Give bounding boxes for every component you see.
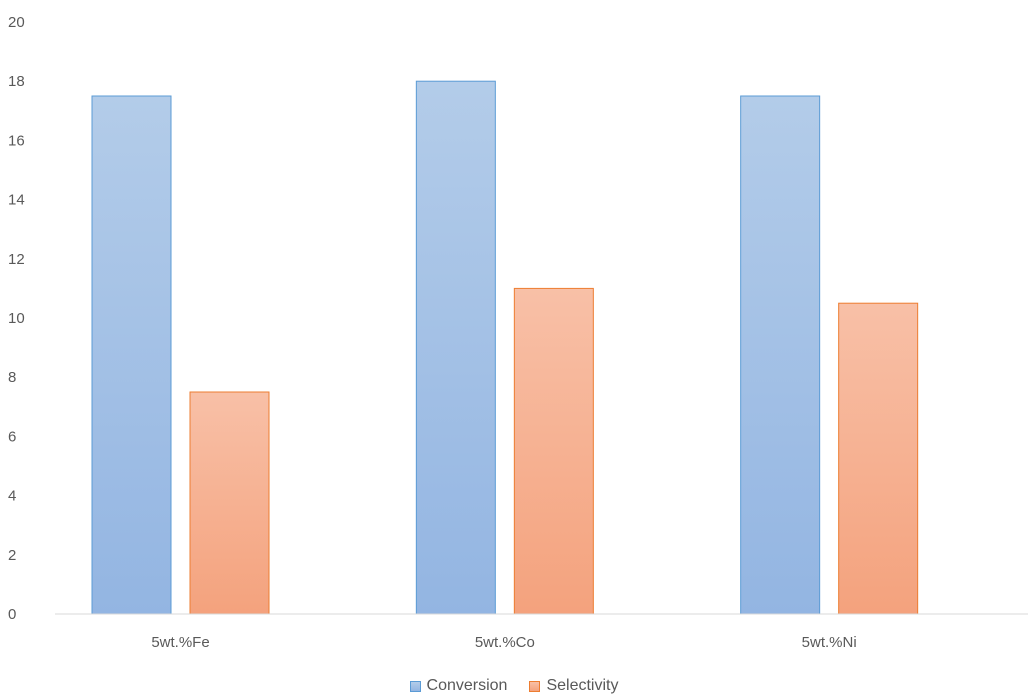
x-axis-labels: 5wt.%Fe 5wt.%Co 5wt.%Ni <box>151 634 856 651</box>
selectivity-swatch <box>529 680 541 692</box>
conversion-swatch <box>409 680 421 692</box>
x-category-label: 5wt.%Fe <box>151 634 209 651</box>
legend-label-selectivity: Selectivity <box>546 677 619 694</box>
legend: Conversion Selectivity <box>0 676 1028 696</box>
legend-item-conversion: Conversion <box>409 677 508 695</box>
y-tick-label: 14 <box>8 192 25 209</box>
y-tick-label: 12 <box>8 251 25 268</box>
y-tick-label: 0 <box>8 606 16 623</box>
legend-label-conversion: Conversion <box>426 677 508 694</box>
y-axis-ticks: 0 2 4 6 8 10 12 14 16 18 20 <box>8 14 25 623</box>
bar-selectivity-1 <box>513 287 594 615</box>
bar-conversion-2 <box>740 95 821 615</box>
y-tick-label: 2 <box>8 547 16 564</box>
y-tick-label: 16 <box>8 132 25 149</box>
bar-conversion-0 <box>91 95 172 615</box>
legend-item-selectivity: Selectivity <box>529 677 618 695</box>
x-category-label: 5wt.%Ni <box>802 634 857 651</box>
bar-selectivity-2 <box>838 302 919 615</box>
y-tick-label: 10 <box>8 310 25 327</box>
y-tick-label: 20 <box>8 14 25 31</box>
bars-group <box>91 80 919 615</box>
x-category-label: 5wt.%Co <box>475 634 535 651</box>
bar-conversion-1 <box>415 80 496 615</box>
bar-selectivity-0 <box>189 391 270 615</box>
y-tick-label: 6 <box>8 428 16 445</box>
y-tick-label: 4 <box>8 488 16 505</box>
y-tick-label: 8 <box>8 369 16 386</box>
y-tick-label: 18 <box>8 73 25 90</box>
